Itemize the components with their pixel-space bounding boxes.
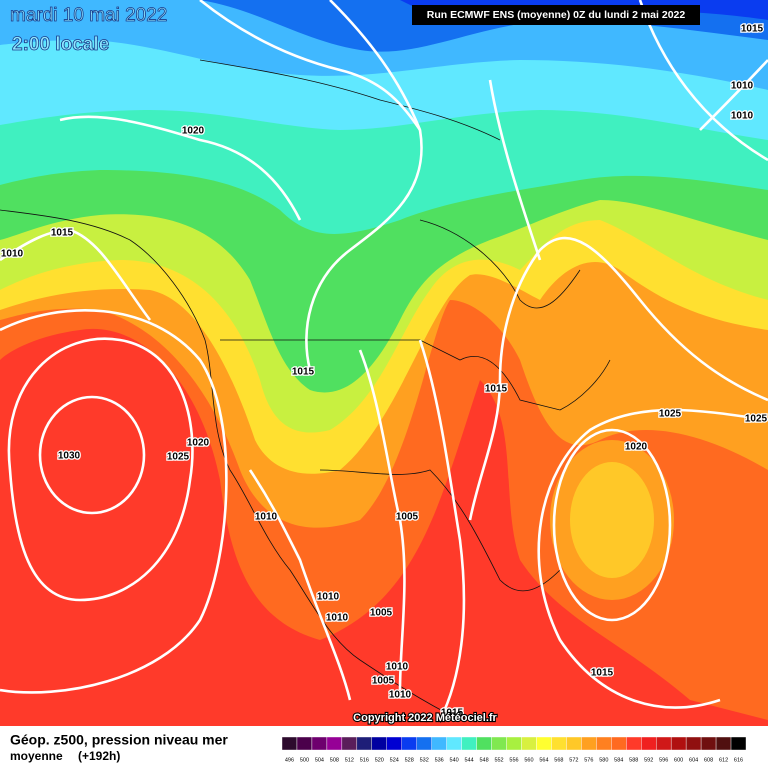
colorbar-swatch [281,736,298,751]
isobar-label: 1010 [386,662,409,673]
coastlines [0,59,611,721]
colorbar-swatch [461,736,477,751]
colorbar-swatch [536,736,552,751]
colorbar-label: 604 [689,757,698,763]
geopotential-field [0,0,768,726]
colorbar-swatch [476,736,492,751]
colorbar-label: 576 [584,757,593,763]
isobar-label: 1025 [659,409,682,420]
colorbar-swatch [641,736,657,751]
colorbar-swatch [506,736,522,751]
isobar-label: 1010 [1,249,24,260]
colorbar-label: 512 [345,757,354,763]
colorbar-label: 528 [405,757,414,763]
colorbar-swatch [596,736,612,751]
colorbar-label: 504 [315,757,324,763]
colorbar-swatch [581,736,597,751]
isobar-label: 1020 [182,126,205,137]
colorbar-label: 556 [509,757,518,763]
colorbar-swatch [491,736,507,751]
colorbar-label: 580 [599,757,608,763]
isobar-label: 1005 [396,512,419,523]
colorbar-label: 560 [524,757,533,763]
colorbar-swatch [551,736,567,751]
colorbar-label: 536 [435,757,444,763]
run-info: Run ECMWF ENS (moyenne) 0Z du lundi 2 ma… [427,9,686,21]
colorbar-swatch [700,736,717,751]
colorbar-label: 540 [450,757,459,763]
colorbar-label: 616 [734,757,743,763]
isobar-labels: 1015 1010 1010 1020 1015 1010 1015 1015 1025 1025… [0,22,768,720]
colorbar-label: 592 [644,757,653,763]
footer-title: Géop. z500, pression niveau mer [10,732,228,748]
date: mardi 10 mai 2022 [10,5,167,26]
colorbar-swatch [611,736,627,751]
isobar-label: 1015 [591,668,614,679]
colorbar-label: 612 [719,757,728,763]
colorbar-swatch [326,736,343,751]
colorbar-swatch [341,736,358,751]
colorbar-swatch [566,736,582,751]
footer-subtitle: moyenne [10,749,63,763]
isobar-label: 1010 [317,592,340,603]
isobar-label: 1010 [389,690,412,701]
colorbar-swatch [371,736,387,751]
colorbar-label: 516 [360,757,369,763]
colorbar: 496 500 504 508 512 516 520 524 528 532 536 540 544 5… [281,736,747,763]
isobar-label: 1015 [292,367,315,378]
colorbar-label: 532 [420,757,429,763]
colorbar-swatch [431,736,447,751]
colorbar-swatch [416,736,432,751]
colorbar-label: 496 [285,757,294,763]
colorbar-swatch [685,736,702,751]
colorbar-swatch [401,736,417,751]
colorbar-label: 588 [629,757,638,763]
isobar-label: 1015 [485,384,508,395]
isobar-label: 1010 [255,512,278,523]
isobar-label: 1005 [372,676,395,687]
colorbar-swatch [386,736,402,751]
copyright: Copyright 2022 Météociel.fr [353,712,497,724]
colorbar-swatch [715,736,732,751]
colorbar-label: 564 [539,757,548,763]
colorbar-swatch [730,736,747,751]
colorbar-label: 584 [614,757,623,763]
colorbar-label: 500 [300,757,309,763]
isobar-label: 1025 [745,414,768,425]
colorbar-label: 568 [554,757,563,763]
isobar-label: 1020 [625,442,648,453]
run-box [412,5,700,25]
colorbar-label: 596 [659,757,668,763]
colorbar-label: 508 [330,757,339,763]
colorbar-swatch [670,736,687,751]
isobar-label: 1015 [741,24,764,35]
isobar-label: 1010 [731,81,754,92]
colorbar-label: 552 [494,757,503,763]
time: 2:00 locale [12,34,109,55]
colorbar-label: 548 [479,757,488,763]
colorbar-swatch [296,736,313,751]
isobar-label: 1010 [326,613,349,624]
isobar-label: 1020 [187,438,210,449]
colorbar-label: 544 [465,757,474,763]
isobar-label: 1015 [51,228,74,239]
colorbar-label: 572 [569,757,578,763]
colorbar-swatch [626,736,642,751]
colorbar-swatch [521,736,537,751]
colorbar-label: 524 [390,757,399,763]
colorbar-swatch [655,736,672,751]
isobar-label: 1025 [167,452,190,463]
colorbar-swatch [311,736,328,751]
isobar-label: 1015 [441,708,464,719]
colorbar-swatch [356,736,373,751]
colorbar-label: 600 [674,757,683,763]
colorbar-swatch [446,736,462,751]
isobar-label: 1030 [58,451,81,462]
isobar-label: 1005 [370,608,393,619]
colorbar-label: 608 [704,757,713,763]
colorbar-label: 520 [375,757,384,763]
isobar-label: 1010 [731,111,754,122]
footer-lead: (+192h) [78,749,120,763]
